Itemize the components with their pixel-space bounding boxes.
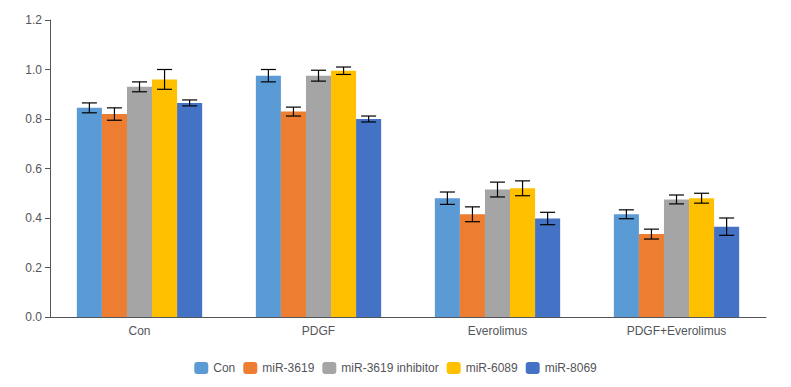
- svg-text:0.8: 0.8: [25, 112, 42, 126]
- svg-text:Everolimus: Everolimus: [468, 324, 527, 338]
- svg-text:0.4: 0.4: [25, 211, 42, 225]
- svg-text:miR-3619: miR-3619: [262, 361, 314, 375]
- svg-text:miR-3619 inhibitor: miR-3619 inhibitor: [341, 361, 438, 375]
- svg-text:1.2: 1.2: [25, 13, 42, 27]
- svg-text:Con: Con: [213, 361, 235, 375]
- svg-text:Con: Con: [128, 324, 150, 338]
- svg-text:miR-6089: miR-6089: [466, 361, 518, 375]
- svg-text:1.0: 1.0: [25, 63, 42, 77]
- svg-text:0.0: 0.0: [25, 310, 42, 324]
- svg-text:0.6: 0.6: [25, 162, 42, 176]
- svg-text:0.2: 0.2: [25, 261, 42, 275]
- svg-text:PDGF: PDGF: [302, 324, 335, 338]
- svg-text:miR-8069: miR-8069: [545, 361, 597, 375]
- svg-text:PDGF+Everolimus: PDGF+Everolimus: [627, 324, 727, 338]
